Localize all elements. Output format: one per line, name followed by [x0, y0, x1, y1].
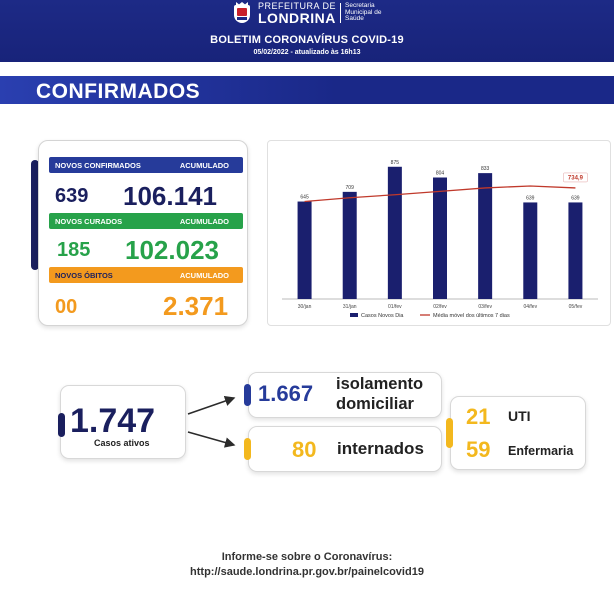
- bar-label: 709: [346, 185, 355, 191]
- section-band: CONFIRMADOS: [0, 76, 614, 104]
- footer-link[interactable]: http://saude.londrina.pr.gov.br/painelco…: [190, 566, 424, 578]
- section-title: CONFIRMADOS: [36, 80, 201, 103]
- internados-value: 80: [292, 437, 317, 462]
- summary-card: NOVOS CONFIRMADOS ACUMULADO 639 106.141 …: [38, 140, 248, 326]
- novos-curados-label: NOVOS CURADOS: [55, 217, 123, 226]
- bar-label: 639: [526, 195, 535, 201]
- card-accent-bar: [31, 160, 39, 270]
- confirmados-header-bar: NOVOS CONFIRMADOS ACUMULADO: [49, 157, 243, 173]
- bar-label: 875: [391, 160, 400, 166]
- legend-label-bars: Casos Novos Dia: [361, 313, 404, 319]
- bar-30/jan: [297, 201, 312, 299]
- uti-enfermaria-box: [450, 396, 586, 470]
- acumulado-label: ACUMULADO: [179, 271, 229, 280]
- logo-prefeitura: PREFEITURA DE: [258, 0, 337, 11]
- x-tick-label: 04/fev: [523, 304, 537, 310]
- curados-acumulado-value: 102.023: [125, 235, 219, 265]
- acumulado-label: ACUMULADO: [179, 161, 229, 170]
- novos-obitos-value: 00: [55, 296, 78, 318]
- bar-02/fev: [433, 177, 447, 299]
- internados-box: [248, 426, 442, 472]
- uti-accent: [446, 418, 453, 448]
- highlight-box: [563, 172, 588, 183]
- x-tick-label: 05/fev: [569, 304, 583, 310]
- header-banner: PREFEITURA DE LONDRINA Secretaria Munici…: [0, 0, 614, 62]
- internados-label: internados: [337, 439, 424, 458]
- x-tick-label: 31/jan: [343, 304, 357, 310]
- moving-average-line: [304, 185, 576, 203]
- bar-05/fev: [568, 202, 583, 299]
- novos-curados-value: 185: [57, 239, 91, 261]
- novos-confirmados-label: NOVOS CONFIRMADOS: [55, 161, 141, 170]
- daily-cases-chart: 645 30/jan 709 31/jan 875 01/fev 804 02/fev 833 0…: [282, 160, 598, 319]
- obitos-header-bar: NOVOS ÓBITOS ACUMULADO: [49, 267, 243, 283]
- city-crest-icon: [232, 2, 252, 24]
- bar-03/fev: [478, 173, 493, 299]
- chart-card: 645 30/jan 709 31/jan 875 01/fev 804 02/fev 833 0…: [267, 140, 611, 326]
- casos-ativos-label: Casos ativos: [94, 438, 150, 448]
- enfermaria-label: Enfermaria: [508, 444, 574, 458]
- logo: PREFEITURA DE LONDRINA Secretaria Munici…: [232, 1, 382, 25]
- x-tick-label: 30/jan: [298, 304, 312, 310]
- uti-value: 21: [466, 404, 491, 429]
- bar-label: 833: [481, 166, 490, 172]
- isolamento-value: 1.667: [258, 381, 314, 406]
- enfermaria-value: 59: [466, 437, 491, 462]
- curados-header-bar: NOVOS CURADOS ACUMULADO: [49, 213, 243, 229]
- footer-info: Informe-se sobre o Coronavírus:: [221, 551, 393, 563]
- bar-31/jan: [342, 191, 357, 299]
- legend-label-line: Média móvel dos últimos 7 dias: [433, 313, 510, 319]
- confirmados-acumulado-value: 106.141: [123, 181, 217, 211]
- ativos-accent: [58, 413, 65, 437]
- highlight-label: 734,9: [568, 175, 584, 181]
- casos-ativos-value: 1.747: [70, 402, 156, 440]
- acumulado-label: ACUMULADO: [179, 217, 229, 226]
- internados-accent: [244, 438, 251, 460]
- x-tick-label: 01/fev: [388, 304, 402, 310]
- bar-01/fev: [387, 166, 402, 299]
- bulletin-date: 05/02/2022 - atualizado às 16h13: [253, 49, 361, 56]
- isolamento-accent: [244, 384, 251, 406]
- arrow-to-internados: [187, 431, 236, 448]
- obitos-acumulado-value: 2.371: [163, 291, 229, 321]
- novos-obitos-label: NOVOS ÓBITOS: [55, 271, 113, 280]
- bar-04/fev: [523, 202, 538, 299]
- ativos-box: [60, 385, 186, 459]
- bulletin-title: BOLETIM CORONAVÍRUS COVID-19: [210, 34, 404, 46]
- bar-label: 804: [436, 171, 445, 177]
- x-tick-label: 02/fev: [433, 304, 447, 310]
- bar-label: 645: [300, 195, 309, 201]
- uti-label: UTI: [508, 408, 531, 424]
- novos-confirmados-value: 639: [55, 185, 89, 207]
- logo-city: LONDRINA: [258, 9, 336, 26]
- isolamento-label: isolamento domiciliar: [336, 375, 424, 414]
- bar-label: 639: [571, 195, 580, 201]
- legend-swatch-bars: [350, 313, 358, 317]
- isolamento-box: [248, 372, 442, 418]
- logo-secretaria: Secretaria Municipal de Saúde: [345, 1, 382, 23]
- arrow-to-isolamento: [187, 395, 236, 415]
- x-tick-label: 03/fev: [478, 304, 492, 310]
- logo-divider: [340, 3, 342, 23]
